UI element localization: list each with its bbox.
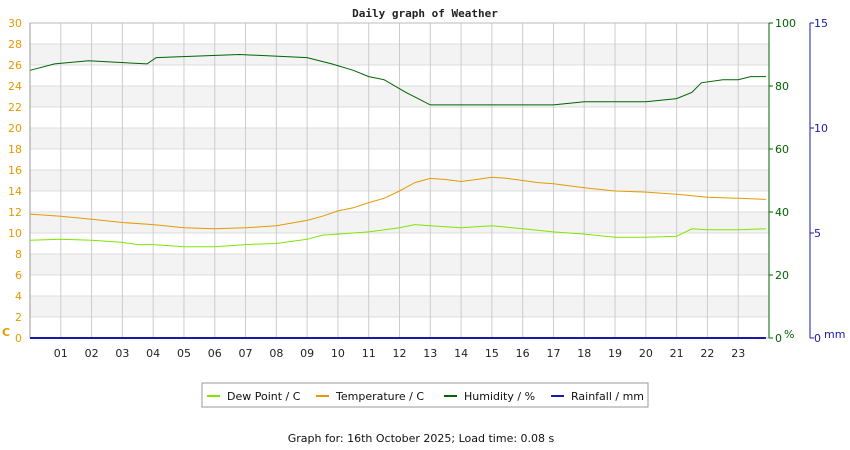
series-line-3 [29, 53, 766, 106]
y-tick-label-temp: 30 [8, 17, 22, 30]
y-tick-label-temp: 4 [15, 290, 22, 303]
y-tick-label-temp: 26 [8, 59, 22, 72]
x-tick-label: 11 [362, 347, 376, 360]
y-tick-label-temp: 0 [15, 332, 22, 345]
x-tick-label: 22 [700, 347, 714, 360]
y-tick-label-humidity: 0 [775, 332, 782, 345]
legend-label-4: Rainfall / mm [571, 390, 644, 403]
x-tick-label: 01 [54, 347, 68, 360]
legend-label-3: Humidity / % [464, 390, 535, 403]
x-tick-label: 23 [731, 347, 745, 360]
y-tick-label-rainfall: 10 [814, 122, 828, 135]
series-line-2 [29, 176, 766, 230]
legend-label-1: Dew Point / C [227, 390, 301, 403]
x-tick-label: 04 [146, 347, 160, 360]
y-tick-label-temp: 22 [8, 101, 22, 114]
x-tick-label: 14 [454, 347, 468, 360]
x-tick-label: 03 [115, 347, 129, 360]
legend-box [201, 382, 649, 408]
x-tick-label: 20 [639, 347, 653, 360]
x-tick-label: 17 [546, 347, 560, 360]
x-tick-label: 06 [208, 347, 222, 360]
unit-label-temp: C [2, 326, 10, 339]
x-tick-label: 02 [85, 347, 99, 360]
graph-footer: Graph for: 16th October 2025; Load time:… [288, 432, 555, 445]
y-tick-label-temp: 28 [8, 38, 22, 51]
x-tick-label: 07 [239, 347, 253, 360]
y-tick-label-temp: 14 [8, 185, 22, 198]
x-tick-label: 13 [423, 347, 437, 360]
x-tick-label: 21 [670, 347, 684, 360]
tick-labels: 0246810121416182022242628300204060801000… [2, 17, 845, 360]
x-tick-label: 18 [577, 347, 591, 360]
y-tick-label-rainfall: 5 [814, 227, 821, 240]
unit-label-humidity: % [784, 328, 794, 341]
y-tick-label-humidity: 60 [775, 143, 789, 156]
legend: Dew Point / C Temperature / C Humidity / %… [201, 382, 649, 408]
y-tick-label-rainfall: 15 [814, 17, 828, 30]
y-tick-label-humidity: 40 [775, 206, 789, 219]
x-tick-label: 15 [485, 347, 499, 360]
y-tick-label-temp: 16 [8, 164, 22, 177]
chart-title: Daily graph of Weather [352, 7, 498, 20]
legend-label-2: Temperature / C [335, 390, 424, 403]
y-tick-label-humidity: 20 [775, 269, 789, 282]
series-layer [29, 53, 766, 339]
y-tick-label-temp: 18 [8, 143, 22, 156]
x-tick-label: 12 [393, 347, 407, 360]
y-tick-label-temp: 6 [15, 269, 22, 282]
x-tick-label: 05 [177, 347, 191, 360]
unit-label-rainfall: mm [824, 328, 845, 341]
y-tick-label-temp: 2 [15, 311, 22, 324]
x-tick-label: 19 [608, 347, 622, 360]
y-tick-label-temp: 20 [8, 122, 22, 135]
y-tick-label-humidity: 100 [775, 17, 796, 30]
x-tick-label: 08 [269, 347, 283, 360]
x-tick-label: 16 [516, 347, 530, 360]
x-tick-label: 09 [300, 347, 314, 360]
y-tick-label-temp: 10 [8, 227, 22, 240]
y-tick-label-rainfall: 0 [814, 332, 821, 345]
series-line-1 [29, 224, 766, 248]
y-tick-label-temp: 12 [8, 206, 22, 219]
x-tick-label: 10 [331, 347, 345, 360]
y-tick-label-temp: 24 [8, 80, 22, 93]
y-tick-label-humidity: 80 [775, 80, 789, 93]
y-tick-label-temp: 8 [15, 248, 22, 261]
